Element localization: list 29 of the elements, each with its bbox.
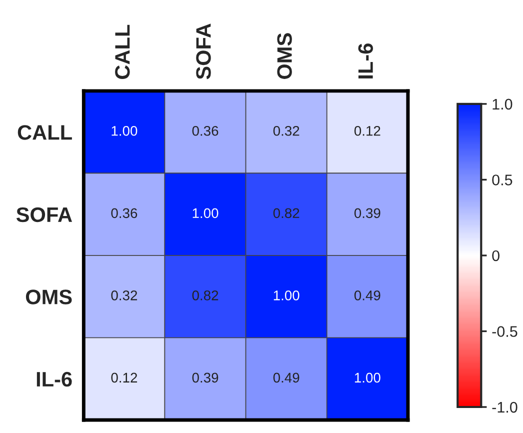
data-label: 0.82 [273,208,300,218]
data-label: 0.36 [192,126,218,136]
data-label: 0.49 [273,372,300,383]
y-tick-label: OMS [26,290,72,304]
data-label: 1.00 [274,290,300,300]
data-label: 0.39 [192,372,218,383]
x-tick-label: CALL [115,24,130,79]
data-label: 0.82 [192,290,218,300]
y-tick-label: CALL [18,125,72,140]
data-label: 0.12 [111,372,138,383]
color-bar-label: 0.5 [492,174,512,186]
y-tick-label: SOFA [16,207,72,222]
x-tick-label: OMS [277,33,292,79]
data-label: 0.12 [354,126,380,136]
color-bar-label: -1.0 [492,402,518,413]
data-label: 0.36 [111,208,138,218]
x-tick-label: IL-6 [358,44,373,78]
color-bar-label: -0.5 [492,326,518,337]
data-label: 0.32 [111,290,138,300]
data-label: 1.00 [112,126,138,136]
data-label: 0.39 [354,208,380,218]
y-tick-label: IL-6 [36,372,72,387]
color-bar-label: 1.0 [492,98,512,110]
data-label: 0.32 [273,126,300,136]
data-label: 1.00 [192,208,218,218]
x-tick-label: SOFA [196,24,211,80]
data-label: 0.49 [354,290,380,300]
color-bar-label: 0 [492,250,500,262]
data-label: 1.00 [354,372,380,383]
